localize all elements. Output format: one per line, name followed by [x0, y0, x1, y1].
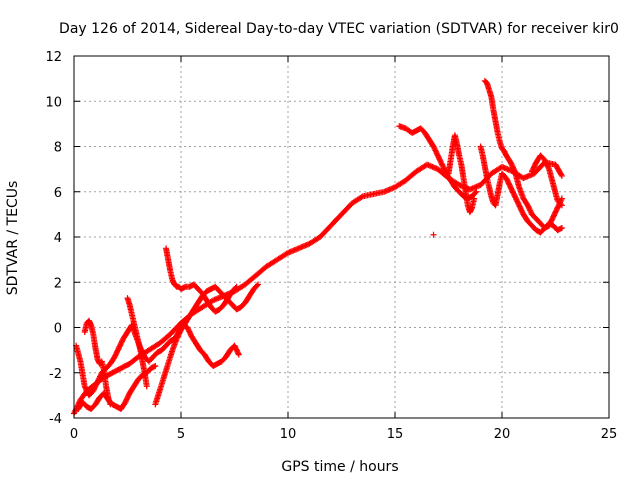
data-point [558, 171, 565, 178]
x-tick-label: 0 [70, 427, 78, 442]
y-tick-label: 8 [54, 141, 62, 156]
x-tick-label: 10 [280, 427, 297, 442]
series-arc-late-2 [528, 152, 565, 209]
chart-title: Day 126 of 2014, Sidereal Day-to-day VTE… [59, 21, 619, 37]
y-tick-label: 10 [45, 95, 62, 110]
data-point [358, 194, 365, 201]
series-arc-peak [481, 77, 565, 231]
y-tick-label: -4 [49, 412, 62, 427]
data-point [473, 188, 480, 195]
x-axis-title: GPS time / hours [281, 459, 398, 475]
y-tick-label: 4 [54, 231, 62, 246]
y-tick-label: 2 [54, 276, 62, 291]
data-point [558, 172, 565, 179]
y-tick-label: 12 [45, 50, 62, 65]
y-axis-title: SDTVAR / TECUs [5, 181, 21, 296]
data-point [232, 284, 239, 291]
series-arc-high-a [396, 123, 480, 202]
data-point [471, 195, 478, 202]
series-arc-spike-4 [163, 245, 240, 315]
data-point [233, 283, 240, 290]
data-point [430, 231, 437, 238]
y-tick-labels: -4 -2 0 2 4 6 8 10 12 [45, 50, 62, 427]
series-arc-late [477, 143, 565, 236]
data-point [558, 195, 565, 202]
tick-marks [73, 55, 610, 419]
y-tick-label: 0 [54, 322, 62, 337]
data-point [545, 164, 552, 171]
series-arc-spike-2 [124, 295, 150, 390]
data-point [235, 350, 242, 357]
x-tick-label: 15 [387, 427, 404, 442]
data-point [143, 383, 150, 390]
data-point [558, 202, 565, 209]
x-tick-label: 25 [601, 427, 618, 442]
series-arc-mid [152, 281, 262, 408]
data-points [71, 77, 565, 417]
data-point [235, 351, 242, 358]
x-tick-labels: 0 5 10 15 20 25 [70, 427, 617, 442]
data-point [511, 167, 518, 174]
data-point [152, 362, 159, 369]
x-tick-label: 20 [494, 427, 511, 442]
data-point [253, 282, 260, 289]
data-point [71, 409, 78, 416]
data-point [255, 281, 262, 288]
data-point [107, 401, 114, 408]
series-arc-high-b [445, 132, 478, 216]
data-point [558, 224, 565, 231]
data-point [557, 201, 564, 208]
series-arc-hump-1 [81, 317, 114, 408]
x-tick-label: 5 [177, 427, 185, 442]
y-tick-label: 6 [54, 186, 62, 201]
y-tick-label: -2 [49, 367, 62, 382]
data-point [472, 189, 479, 196]
series-isolated [430, 231, 437, 238]
